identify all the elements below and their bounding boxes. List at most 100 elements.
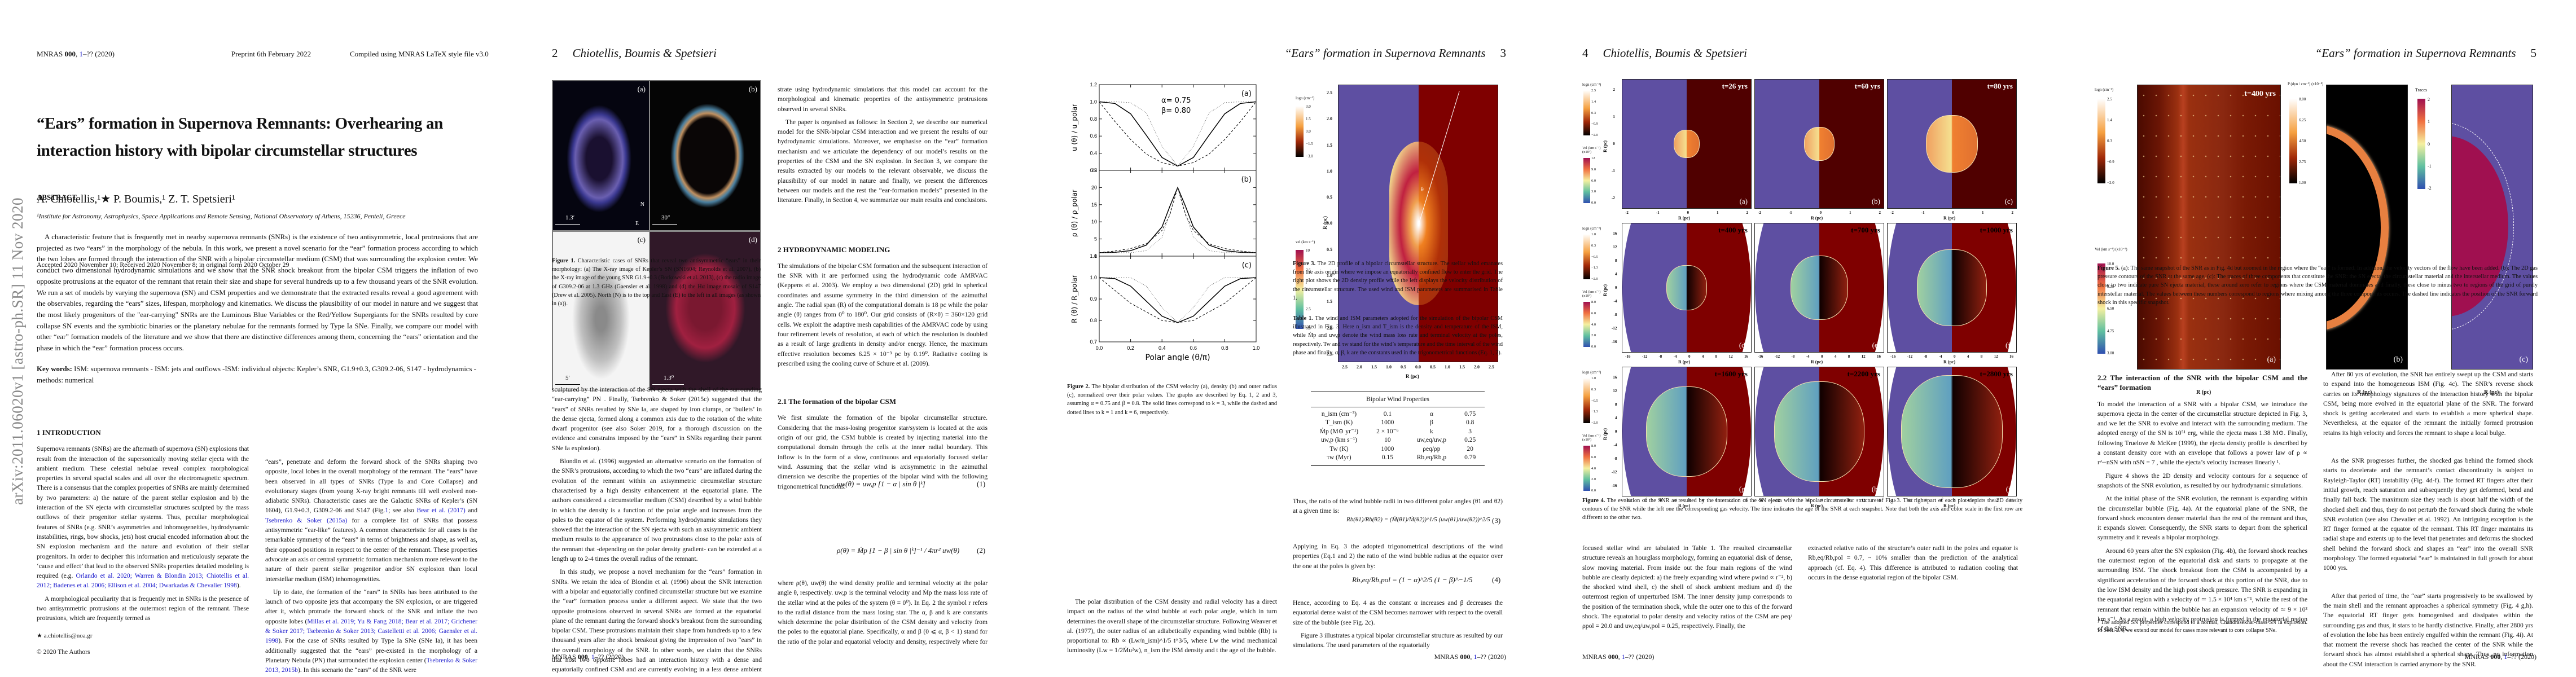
table-1-caption: Table 1. The wind and ISM parameters ado…: [1293, 315, 1503, 356]
page-4: 4 Chiotellis, Boumis & Spetsieri logn (cm…: [1546, 0, 2061, 677]
colorbar-tick: −1.3: [1591, 410, 1598, 414]
x-ticks: -16 -12 -8 -4 0 4 8 12 16: [1625, 498, 1748, 503]
journal-footer: MNRAS 000, 1–?? (2020): [2464, 653, 2536, 661]
table-cell: uw,p (km s⁻¹): [1320, 437, 1357, 443]
x-tick-label: 4: [1701, 354, 1704, 359]
colorbar-tick: 1.00: [2299, 181, 2306, 185]
section-heading-snr-interaction: 2.2 The interaction of the SNR with the …: [2097, 373, 2307, 392]
x-tick-label: 0: [1820, 498, 1823, 503]
colorbar-tick: 0.3: [1591, 111, 1596, 115]
annotation-alpha: α= 0.75: [1161, 96, 1191, 105]
table-cell: 0.8: [1465, 419, 1474, 426]
citation-link[interactable]: Tsebrenko & Soker (2015a): [265, 516, 348, 524]
table-1: Bipolar Wind Properties n_ism (cm⁻³) 0.1 α…: [1293, 392, 1503, 466]
figure-link[interactable]: 1: [385, 507, 389, 515]
colorbar-density-label: logn (cm⁻³): [1582, 370, 1601, 375]
colorbar-tick: 1.0: [1591, 376, 1596, 380]
snr-shape: [1790, 256, 1849, 320]
colorbar-velocity: [1583, 302, 1590, 347]
citation-links[interactable]: Millas et al. 2019; Yu & Fang 2018; Bear…: [265, 617, 477, 645]
x-tick-label: 12: [1994, 498, 1998, 503]
series-line-k-3: [1099, 277, 1257, 323]
series-line-k-1: [1099, 102, 1257, 166]
y-tick-label: 20: [1091, 184, 1097, 190]
y-tick-label: 1.0: [1327, 273, 1332, 279]
y-tick-label: 1.5: [1327, 299, 1332, 305]
colorbar-tick: 8.0: [1591, 444, 1596, 448]
table-cell: 20: [1467, 445, 1473, 452]
citation-links[interactable]: Tsebrenko & Soker 2013, 2015b: [265, 656, 477, 674]
y-tick-label: 0.7: [1090, 339, 1097, 345]
x-tick-label: -16: [1890, 354, 1896, 359]
figure-5a-plot: t=400 yrs (a): [2137, 85, 2281, 370]
paragraph: Up to date, the formation of the “ears” …: [265, 588, 477, 674]
page2-right-column: strate using hydrodynamic simulations th…: [778, 85, 988, 495]
paragraph: The paper is organised as follows: In Se…: [778, 118, 988, 204]
footnote: ★ a.chiotellis@noa.gr: [37, 632, 93, 639]
x-tick-label: -4: [1938, 498, 1942, 503]
page3-right-column: Thus, the ratio of the wind bubble radii…: [1293, 496, 1503, 520]
y-tick-label: 0.4: [1090, 151, 1097, 156]
page-3: “Ears” formation in Supernova Remnants 3 …: [1030, 0, 1546, 677]
x-tick-label: 8: [1980, 354, 1983, 359]
figure-5c-plot: (c): [2451, 85, 2533, 370]
x-tick-label: -16: [1625, 354, 1631, 359]
page2-right-column-cont: where ρ(θ), uw(θ) the wind density profi…: [778, 578, 988, 649]
page3-left-column: gradually change (increases and decrease…: [1067, 597, 1277, 659]
y-tick-label: 8: [1614, 258, 1617, 263]
x-tick-label: 1: [1849, 210, 1851, 215]
x-axis-label: R (pc): [1678, 359, 1691, 364]
snapshot-time: t=1000 yrs: [1980, 226, 2013, 234]
journal-footer: MNRAS 000, 1–?? (2020): [1434, 653, 1506, 661]
panel-label: (b): [1871, 197, 1880, 205]
x-tick-label: 0.4: [1158, 345, 1166, 351]
paragraph: extracted relative ratio of the structur…: [1808, 544, 2018, 581]
page4-right-column: extracted relative ratio of the structur…: [1808, 543, 2018, 586]
footnote: ¹ The adopted SN properties correspond t…: [2097, 619, 2307, 634]
colorbar-pressure: [2289, 99, 2297, 183]
pages-link[interactable]: 1: [79, 50, 84, 58]
x-tick-label: 12: [1728, 354, 1733, 359]
x-ticks: -2 -1 0 1 2: [1758, 210, 1881, 215]
table-cell: 1000: [1381, 445, 1394, 452]
y-ticks: 2 1 0 -1 -2: [1612, 87, 1615, 200]
figure-4-panel: t=400 yrs (d): [1622, 223, 1752, 353]
colorbar-velocity: [1296, 250, 1304, 329]
colorbar-velocity-ticks: 8.0 6.0 4.0 2.0 0.0: [1591, 444, 1596, 493]
y-tick-label: 0.0: [1327, 221, 1332, 226]
y-tick-label: 4: [1614, 272, 1617, 276]
citation-links[interactable]: Orlando et al. 2020; Warren & Blondin 20…: [37, 572, 249, 590]
paragraph: The polar distribution of the CSM densit…: [1067, 598, 1277, 654]
x-tick-label: 12: [1728, 498, 1733, 503]
x-tick-label: 2.0: [1474, 364, 1480, 370]
y-tick-label: 4: [1614, 416, 1617, 420]
equation-number: (3): [1492, 516, 1501, 525]
figure-4-caption: Figure 4. The evolution of the SNR as re…: [1582, 498, 2023, 521]
x-tick-label: -12: [1642, 498, 1648, 503]
snapshot-time: t=2800 yrs: [1980, 370, 2013, 378]
snr-shape: [1774, 381, 1865, 482]
section-heading-introduction: 1 INTRODUCTION: [37, 428, 101, 437]
table-cell: Rb,eq/Rb,p: [1416, 454, 1447, 461]
abstract-text: A characteristic feature that is frequen…: [37, 233, 478, 353]
citation-link[interactable]: Bear et al. (2017): [416, 507, 466, 515]
table-row: Tw (K) 1000 ρeq/ρp 20: [1311, 445, 1485, 454]
snr-shape: [1917, 249, 1987, 327]
x-tick-label: 4: [1834, 498, 1837, 503]
x-tick-label: -8: [1658, 354, 1662, 359]
copyright: © 2020 The Authors: [37, 649, 90, 656]
x-tick-label: 1.0: [1253, 345, 1260, 351]
colorbar-traces-ticks: 2 1 0 -1 -2: [2428, 97, 2432, 191]
figure-4-panel: t=2200 yrs (h): [1754, 367, 1884, 496]
x-tick-label: 2.0: [1357, 364, 1362, 370]
y-tick-label: 0.2: [1090, 168, 1097, 173]
y-tick-label: 5: [1094, 236, 1097, 242]
paragraph: where ρ(θ), uw(θ) the wind density profi…: [778, 579, 988, 645]
running-head: “Ears” formation in Supernova Remnants 5: [2315, 46, 2536, 60]
colorbar-pressure-ticks: 8.00 6.25 4.50 2.75 1.00: [2299, 97, 2306, 185]
scale-bar: [555, 224, 580, 225]
x-tick-label: 0.6: [1190, 345, 1197, 351]
table-cell: 3: [1468, 428, 1472, 435]
colorbar-tick: 2.5: [1591, 89, 1596, 93]
table-cell: β: [1429, 419, 1433, 426]
